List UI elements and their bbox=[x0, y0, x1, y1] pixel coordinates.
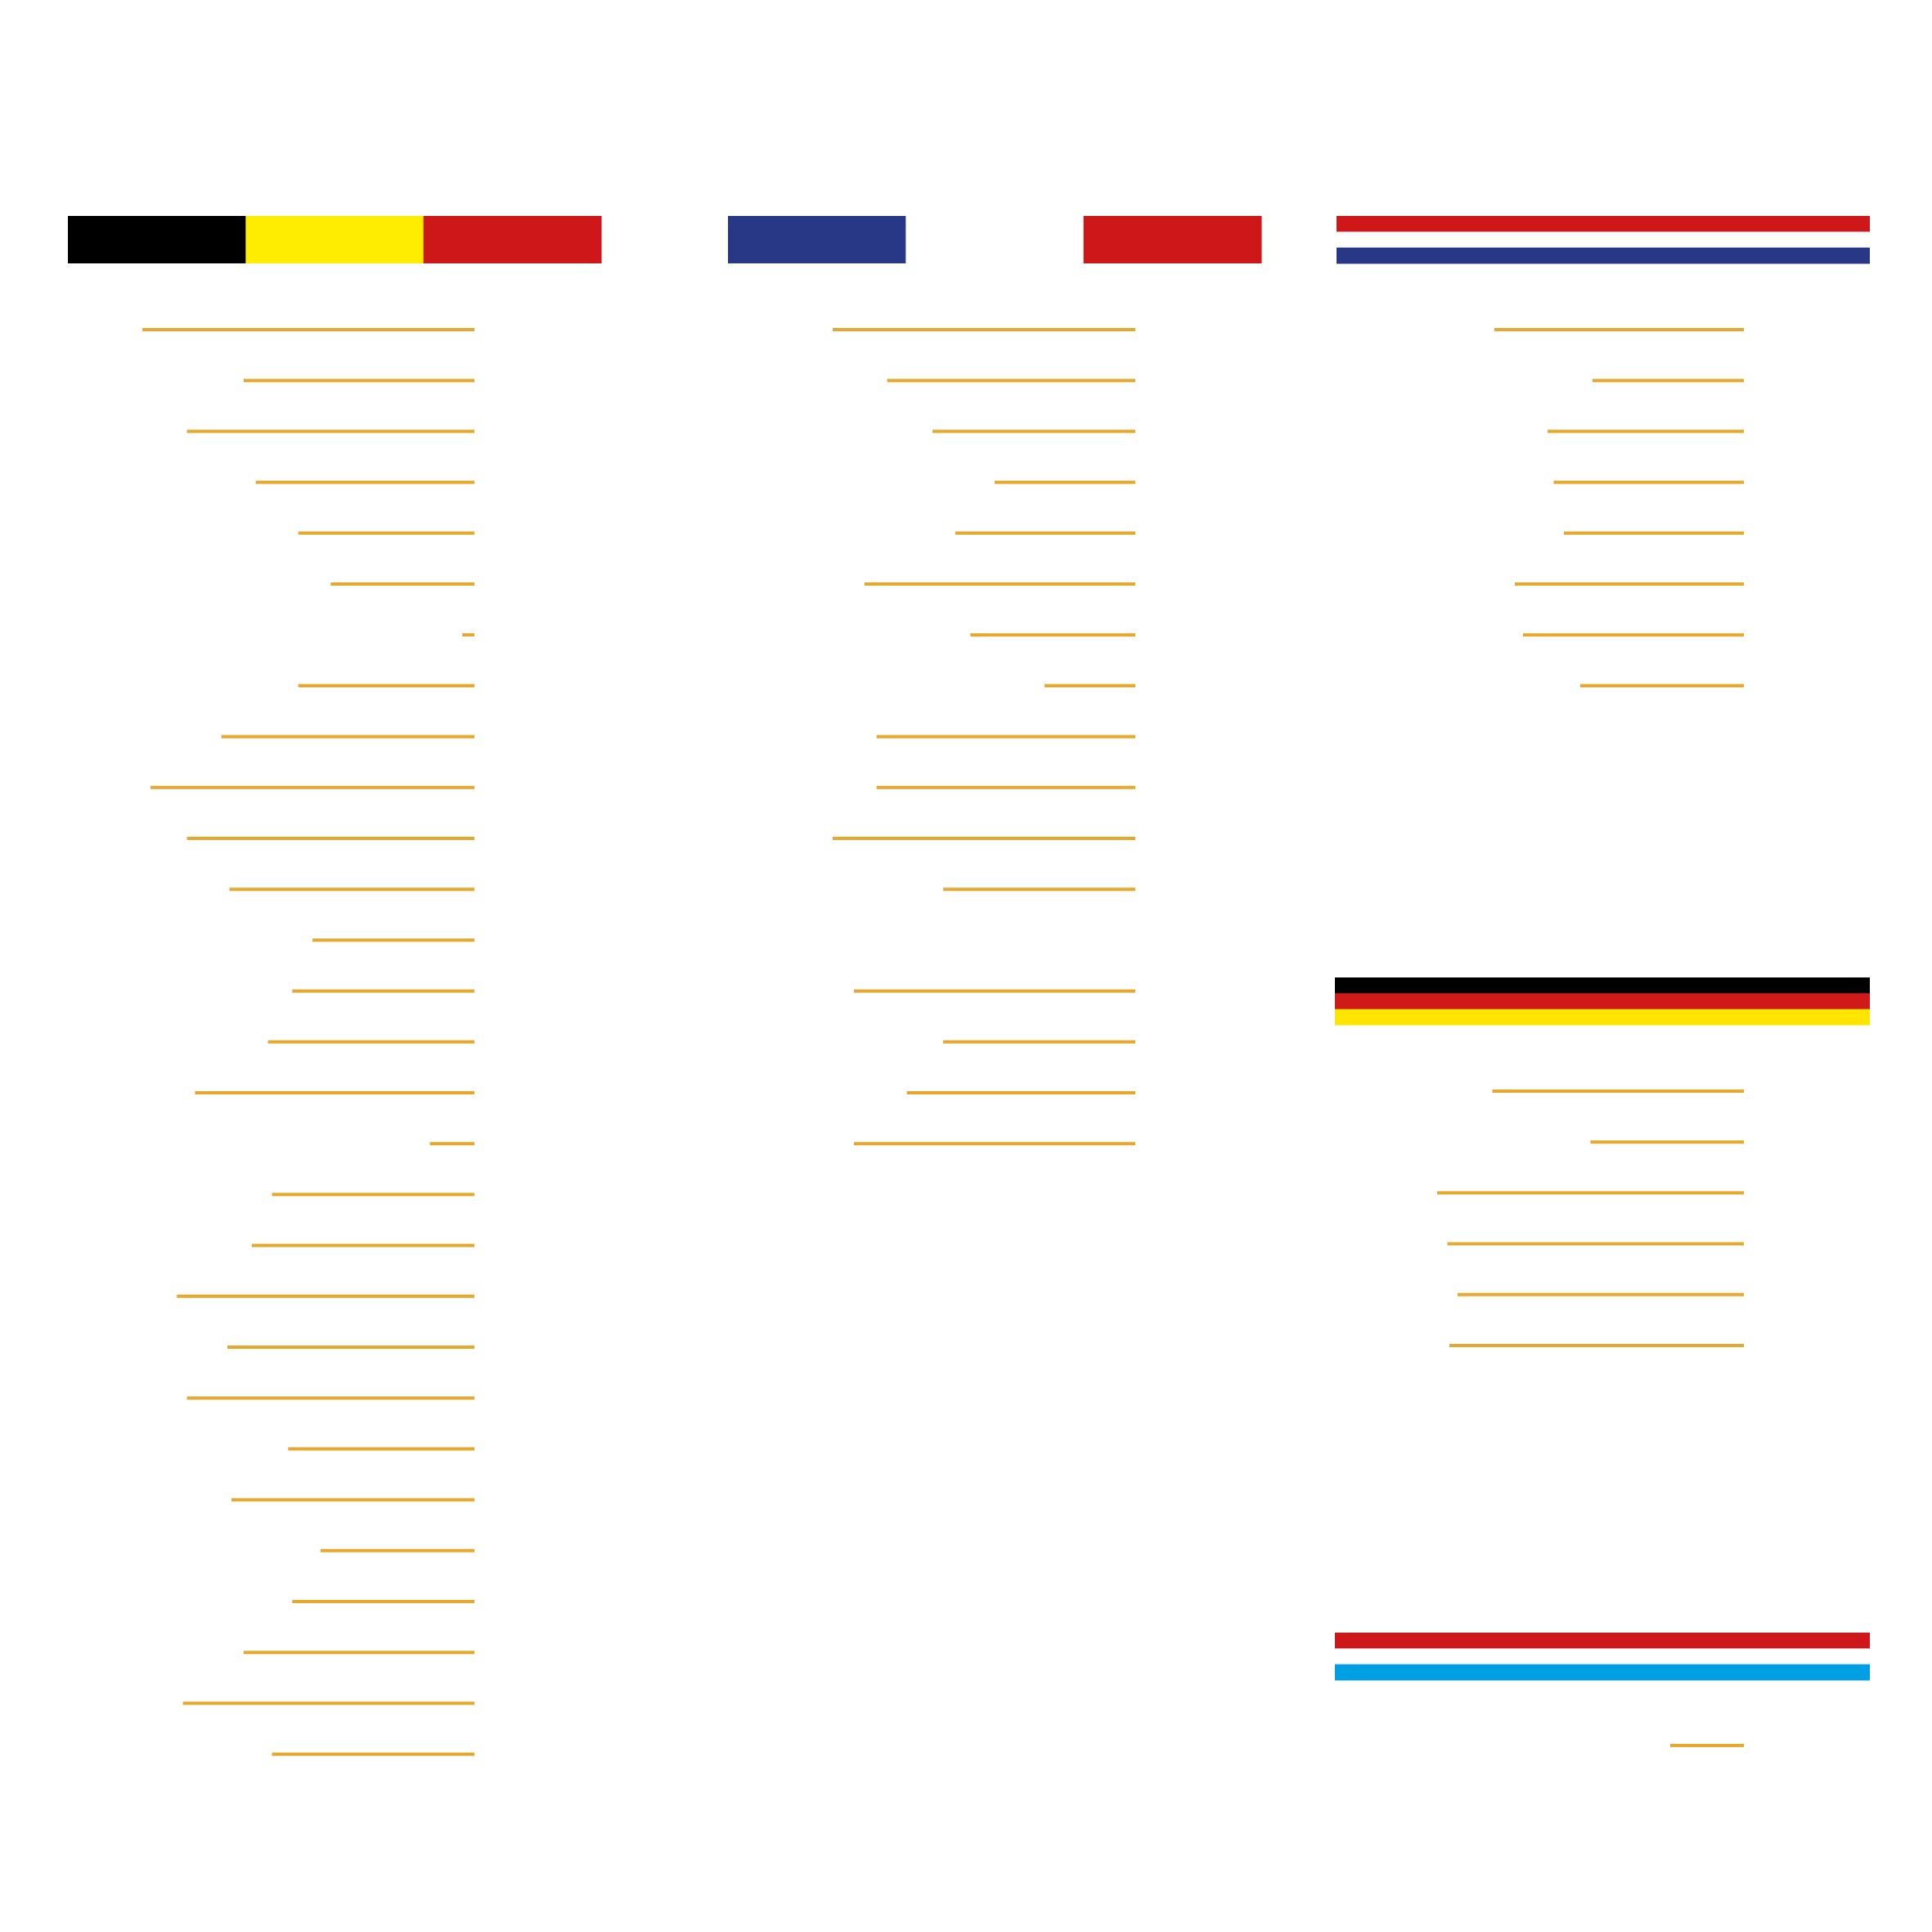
group-france bbox=[728, 216, 1262, 1146]
luxembourg-flag-stripe-1 bbox=[1335, 1633, 1870, 1649]
group-netherlands bbox=[1337, 216, 1870, 688]
netherlands-flag-stripe-2 bbox=[1337, 231, 1870, 249]
germany-flag-stripe-3 bbox=[1335, 1009, 1870, 1026]
germany-flag-stripe-2 bbox=[1335, 993, 1870, 1010]
groups-layer bbox=[68, 216, 1870, 1756]
group-germany bbox=[1335, 977, 1870, 1347]
netherlands-flag-stripe-1 bbox=[1337, 216, 1870, 232]
belgium-flag-stripe-3 bbox=[423, 216, 602, 263]
luxembourg-flag-stripe-3 bbox=[1335, 1664, 1870, 1681]
netherlands-flag bbox=[1337, 216, 1870, 264]
france-flag-stripe-3 bbox=[1083, 216, 1262, 263]
belgium-flag bbox=[68, 216, 602, 263]
france-flag-stripe-1 bbox=[728, 216, 906, 263]
france-flag bbox=[728, 216, 1262, 263]
germany-flag bbox=[1335, 977, 1870, 1026]
luxembourg-flag bbox=[1335, 1633, 1870, 1681]
group-belgium bbox=[68, 216, 602, 1756]
belgium-flag-stripe-2 bbox=[245, 216, 425, 263]
luxembourg-flag-stripe-2 bbox=[1335, 1648, 1870, 1665]
netherlands-flag-stripe-3 bbox=[1337, 247, 1870, 264]
belgium-flag-stripe-1 bbox=[68, 216, 246, 263]
group-luxembourg bbox=[1335, 1633, 1870, 1747]
germany-flag-stripe-1 bbox=[1335, 977, 1870, 994]
france-flag-stripe-2 bbox=[905, 216, 1085, 263]
